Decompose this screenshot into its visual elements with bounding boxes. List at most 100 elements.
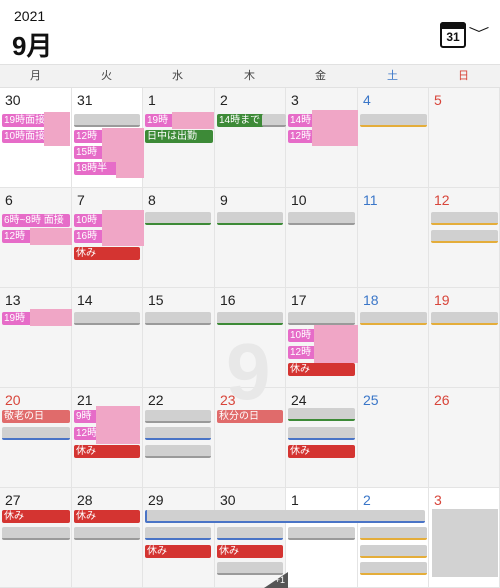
event-chip[interactable] (262, 114, 286, 127)
event-chip[interactable] (145, 410, 211, 423)
day-number: 20 (5, 392, 21, 408)
day-number: 7 (77, 192, 85, 208)
event-chip[interactable]: 休み (288, 363, 355, 376)
redacted-overlay (314, 325, 358, 363)
calendar-icon-day: 31 (446, 30, 460, 44)
event-chip[interactable]: 日中は出勤 (145, 130, 213, 143)
day-cell[interactable]: 25 (358, 388, 429, 488)
redacted-overlay (30, 309, 72, 326)
day-cell[interactable]: 11 (358, 188, 429, 288)
day-cell[interactable]: 10 (286, 188, 358, 288)
day-cell[interactable]: 5 (429, 88, 500, 188)
day-cell[interactable]: 15 (143, 288, 215, 388)
event-chip[interactable]: 休み (2, 510, 70, 523)
redacted-overlay (30, 228, 72, 245)
day-number: 3 (434, 492, 442, 508)
day-number: 26 (434, 392, 450, 408)
event-chip-multiday[interactable] (145, 510, 425, 523)
event-chip[interactable] (360, 545, 427, 558)
day-number: 9 (220, 192, 228, 208)
day-cell[interactable]: 8 (143, 188, 215, 288)
day-number: 8 (148, 192, 156, 208)
event-chip[interactable] (145, 212, 211, 225)
day-number: 29 (148, 492, 164, 508)
day-number: 23 (220, 392, 236, 408)
header: 2021 9月 31 ﹀ (0, 0, 500, 64)
day-number: 12 (434, 192, 450, 208)
event-chip[interactable] (74, 114, 140, 127)
event-chip[interactable] (2, 427, 70, 440)
month-title: 9月 (12, 31, 53, 61)
event-chip[interactable] (431, 212, 498, 225)
day-cell[interactable]: 14 (72, 288, 143, 388)
weekday-tue: 火 (101, 70, 112, 82)
event-chip[interactable] (145, 312, 211, 325)
day-cell[interactable]: 13 (0, 288, 72, 388)
weekday-wed: 水 (172, 70, 183, 82)
redacted-overlay (44, 112, 70, 146)
event-chip[interactable] (360, 562, 427, 575)
event-chip[interactable] (431, 312, 498, 325)
day-cell[interactable]: 9 (215, 188, 286, 288)
day-number: 16 (220, 292, 236, 308)
event-chip[interactable]: 秋分の日 (217, 410, 283, 423)
day-cell[interactable]: 26 (429, 388, 500, 488)
event-chip[interactable] (2, 527, 70, 540)
event-chip[interactable] (217, 312, 283, 325)
day-number: 28 (77, 492, 93, 508)
event-chip[interactable]: 休み (288, 445, 355, 458)
event-chip[interactable]: 6時~8時 面接 (2, 214, 70, 227)
event-chip[interactable] (74, 527, 140, 540)
day-number: 17 (291, 292, 307, 308)
event-chip[interactable]: 敬老の日 (2, 410, 70, 423)
event-chip[interactable] (217, 527, 283, 540)
chevron-down-icon: ﹀ (468, 26, 490, 42)
day-number: 18 (363, 292, 379, 308)
weekday-header: 月 火 水 木 金 土 日 (0, 64, 500, 88)
day-cell[interactable]: 19 (429, 288, 500, 388)
day-cell[interactable]: 4 (358, 88, 429, 188)
day-number: 31 (77, 92, 93, 108)
event-chip[interactable] (74, 312, 140, 325)
event-chip[interactable]: 休み (74, 510, 140, 523)
event-chip[interactable] (288, 427, 355, 440)
day-number: 14 (77, 292, 93, 308)
year-label: 2021 (14, 8, 46, 24)
day-cell[interactable]: 23 (215, 388, 286, 488)
day-cell[interactable]: 2 (215, 88, 286, 188)
month-grid: 30 31 1 2 3 4 5 6 7 8 9 10 11 12 13 14 1… (0, 88, 500, 588)
event-chip[interactable] (145, 427, 211, 440)
day-number: 25 (363, 392, 379, 408)
month-watermark: 9 (226, 327, 271, 416)
day-cell[interactable]: 18 (358, 288, 429, 388)
day-number: 4 (363, 92, 371, 108)
event-chip[interactable] (145, 445, 211, 458)
event-chip[interactable] (360, 114, 427, 127)
event-chip[interactable] (431, 230, 498, 243)
event-chip[interactable]: 休み (74, 445, 140, 458)
day-number: 6 (5, 192, 13, 208)
event-chip[interactable] (288, 527, 355, 540)
event-chip[interactable] (145, 527, 211, 540)
event-chip[interactable]: 休み (217, 545, 283, 558)
weekday-mon: 月 (30, 70, 41, 82)
event-chip[interactable] (217, 212, 283, 225)
event-chip[interactable] (217, 562, 283, 575)
event-chip[interactable] (360, 527, 427, 540)
calendar-view-button[interactable]: 31 ﹀ (440, 20, 490, 50)
day-number: 5 (434, 92, 442, 108)
day-cell[interactable]: 16 (215, 288, 286, 388)
redacted-overlay (102, 128, 144, 162)
event-chip[interactable] (288, 312, 355, 325)
day-number: 1 (291, 492, 299, 508)
day-number: 30 (220, 492, 236, 508)
event-chip[interactable]: 休み (74, 247, 140, 260)
event-chip[interactable] (288, 212, 355, 225)
event-chip[interactable]: 休み (145, 545, 211, 558)
event-chip[interactable] (360, 312, 427, 325)
weekday-sat: 土 (387, 70, 398, 82)
redacted-overlay (102, 210, 144, 246)
event-chip[interactable] (288, 408, 355, 421)
redacted-overlay (172, 112, 214, 129)
day-number: 10 (291, 192, 307, 208)
